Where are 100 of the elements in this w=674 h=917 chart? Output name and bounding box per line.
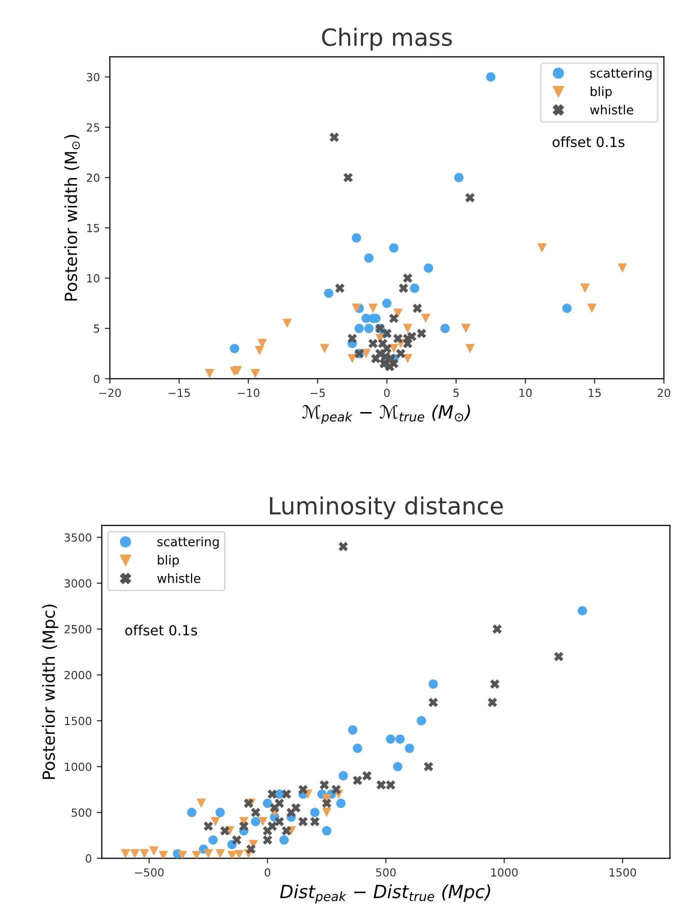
y-tick-label: 2500 — [64, 625, 92, 634]
x-tick-label: 15 — [588, 388, 601, 398]
point — [196, 798, 206, 808]
point — [352, 776, 362, 786]
point — [352, 233, 362, 243]
point — [246, 844, 256, 854]
point — [382, 328, 392, 338]
point — [232, 835, 242, 845]
x-tick-label: −20 — [99, 388, 121, 398]
x-tick-label: −15 — [168, 388, 190, 398]
point — [386, 780, 396, 790]
point — [440, 324, 450, 334]
point — [234, 850, 244, 858]
point — [348, 725, 358, 735]
point — [336, 798, 346, 808]
point — [258, 816, 268, 826]
point — [298, 816, 308, 826]
point — [393, 308, 403, 318]
y-axis-title: Posterior width (Mpc) — [42, 604, 58, 779]
point — [158, 850, 168, 858]
y-tick-label: 0 — [94, 374, 100, 384]
point — [398, 284, 408, 293]
point — [490, 679, 500, 689]
y-tick-label: 0 — [86, 854, 92, 863]
point — [338, 771, 348, 780]
point — [220, 826, 230, 836]
legend-label: blip — [158, 555, 179, 568]
x-tick-label: −500 — [135, 868, 164, 877]
point — [331, 784, 341, 794]
point — [192, 850, 202, 858]
point — [389, 314, 398, 324]
point — [362, 771, 372, 780]
y-tick-label: 25 — [86, 123, 100, 132]
point — [402, 324, 412, 334]
point — [384, 362, 394, 372]
y-tick-label: 10 — [87, 274, 100, 283]
x-tick-label: 500 — [376, 868, 396, 877]
y-tick-label: 2000 — [64, 670, 92, 680]
point — [393, 334, 403, 344]
point — [393, 762, 402, 772]
point — [371, 354, 380, 364]
point — [578, 606, 588, 616]
point — [204, 369, 214, 378]
point — [348, 354, 357, 364]
point — [232, 366, 242, 376]
point — [389, 243, 398, 253]
point — [465, 344, 475, 354]
point — [348, 334, 357, 344]
point — [210, 816, 220, 826]
point — [389, 344, 398, 354]
point — [140, 849, 150, 858]
point — [254, 346, 264, 356]
point — [120, 849, 130, 858]
point — [335, 284, 344, 293]
point — [130, 849, 140, 858]
point — [204, 822, 213, 831]
point — [322, 808, 332, 818]
chart-title: Luminosity distance — [270, 496, 503, 520]
point — [244, 798, 254, 808]
legend-label: whistle — [157, 573, 200, 584]
point — [416, 716, 426, 726]
point — [404, 744, 414, 753]
point — [322, 826, 332, 836]
point — [270, 803, 280, 813]
point — [320, 780, 329, 790]
x-tick-label: 5 — [453, 388, 459, 398]
point — [354, 324, 364, 334]
point — [380, 352, 390, 362]
point — [378, 338, 388, 348]
point — [282, 318, 292, 328]
y-tick-label: 30 — [86, 72, 100, 82]
point — [402, 273, 412, 283]
point — [537, 243, 547, 253]
point — [562, 304, 572, 313]
point — [618, 263, 627, 273]
point — [215, 849, 225, 858]
point — [268, 789, 277, 799]
point — [465, 193, 475, 202]
point — [251, 808, 260, 818]
point — [204, 849, 213, 858]
x-tick-label: −5 — [310, 388, 325, 398]
point — [251, 816, 260, 826]
point — [407, 332, 416, 342]
point — [215, 808, 225, 818]
point — [208, 835, 218, 845]
x-axis-title: Dist$_{peak}$ − Dist$_{true}$ (Mpc) — [280, 884, 490, 904]
y-tick-label: 3500 — [64, 533, 92, 542]
point — [428, 679, 438, 689]
x-tick-label: 0 — [264, 868, 270, 877]
legend-label: scattering — [590, 68, 652, 80]
point — [580, 284, 590, 293]
point — [298, 784, 308, 794]
y-tick-label: 3000 — [64, 579, 92, 588]
point — [424, 762, 434, 772]
point — [239, 822, 248, 831]
annotation: offset 0.1s — [125, 624, 198, 636]
y-tick-label: 1500 — [64, 716, 92, 726]
point — [262, 835, 272, 845]
point — [587, 304, 597, 313]
y-tick-label: 20 — [86, 174, 100, 182]
